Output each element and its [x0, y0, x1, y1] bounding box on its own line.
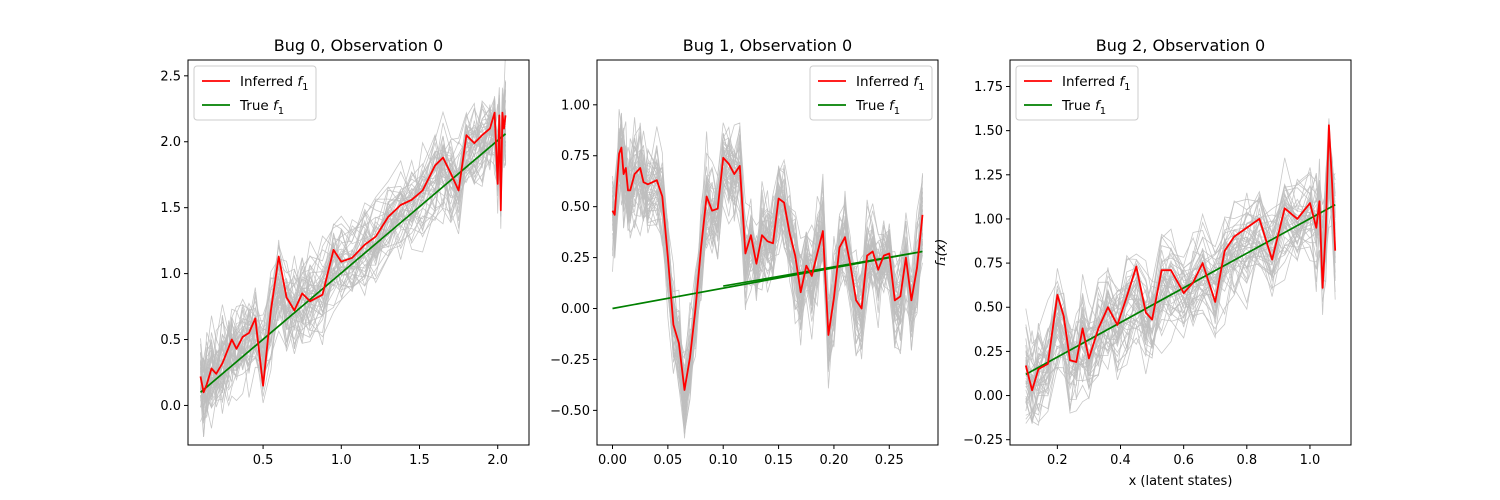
- posterior-sample-line: [1025, 126, 1336, 394]
- chart-title: Bug 0, Observation 0: [274, 36, 443, 55]
- x-tick-label: 0.15: [764, 453, 793, 468]
- inferred-f1-line: [199, 111, 507, 394]
- legend-label: True f1: [1061, 98, 1106, 117]
- panel-0: 0.5 1.0 1.5 2.0 0.0 0.5 1.0 1.5 2.0 2.5 Bug 0, Obs…: [160, 36, 530, 468]
- x-axis-label: x (latent states): [1129, 474, 1233, 489]
- legend-label: True f1: [855, 98, 900, 117]
- x-tick-label: 1.5: [409, 453, 430, 468]
- y-tick-label: 1.0: [160, 267, 181, 282]
- y-tick-label: −0.25: [963, 433, 1003, 448]
- posterior-sample-line: [200, 104, 506, 387]
- x-tick-label: 0.20: [819, 453, 848, 468]
- y-tick-label: 0.25: [974, 345, 1003, 360]
- x-tick-label: 0.8: [1236, 453, 1257, 468]
- legend: Inferred f1 True f1: [193, 65, 317, 121]
- legend: Inferred f1 True f1: [1015, 65, 1139, 121]
- y-tick-label: 0.0: [160, 399, 181, 414]
- x-tick-label: 0.4: [1110, 453, 1131, 468]
- posterior-sample-line: [612, 149, 923, 387]
- posterior-sample-line: [612, 134, 923, 381]
- y-tick-label: 0.00: [974, 389, 1003, 404]
- posterior-sample-line: [1025, 127, 1336, 374]
- legend-frame: [1015, 65, 1139, 121]
- y-tick-label: 1.50: [974, 124, 1003, 139]
- posterior-sample-line: [1025, 163, 1336, 401]
- y-tick-label: 0.75: [974, 257, 1003, 272]
- panel-1: 0.00 0.05 0.10 0.15 0.20 0.25 −0.50 −0.25 0.00 0.…: [550, 36, 939, 468]
- x-tick-label: 1.0: [331, 453, 352, 468]
- legend-frame: [809, 65, 933, 121]
- posterior-sample-line: [1025, 187, 1336, 382]
- y-tick-label: 2.5: [160, 69, 181, 84]
- legend-label: Inferred f1: [1062, 74, 1130, 93]
- posterior-sample-line: [200, 106, 506, 410]
- x-tick-label: 0.25: [875, 453, 904, 468]
- x-tick-label: 0.6: [1173, 453, 1194, 468]
- legend-label: True f1: [239, 98, 284, 117]
- x-tick-label: 0.00: [598, 453, 627, 468]
- posterior-sample-line: [1025, 165, 1336, 374]
- axes-frame: [187, 59, 530, 446]
- posterior-sample-line: [200, 110, 506, 392]
- y-tick-label: −0.50: [550, 404, 590, 419]
- x-tick-label: 0.05: [653, 453, 682, 468]
- posterior-sample-line: [612, 139, 923, 377]
- inferred-f1-line: [1024, 124, 1337, 392]
- posterior-sample-line: [1025, 133, 1336, 361]
- posterior-sample-line: [200, 111, 506, 421]
- y-tick-label: −0.25: [550, 353, 590, 368]
- y-tick-label: 1.00: [561, 98, 590, 113]
- y-tick-label: 1.5: [160, 201, 181, 216]
- posterior-sample-line: [1025, 224, 1336, 416]
- x-tick-label: 0.2: [1047, 453, 1068, 468]
- legend-frame: [193, 65, 317, 121]
- x-tick-label: 0.5: [253, 453, 274, 468]
- legend: Inferred f1 True f1: [809, 65, 933, 121]
- plot-area: [611, 109, 924, 439]
- x-tick-label: 1.0: [1300, 453, 1321, 468]
- posterior-sample-line: [200, 143, 506, 429]
- y-tick-label: 1.00: [974, 212, 1003, 227]
- y-tick-label: 0.50: [974, 301, 1003, 316]
- y-tick-label: 1.25: [974, 168, 1003, 183]
- true-f1-line: [199, 133, 507, 393]
- chart-title: Bug 2, Observation 0: [1096, 36, 1265, 55]
- posterior-sample-line: [200, 98, 506, 438]
- posterior-sample-line: [1025, 153, 1336, 398]
- x-tick-label: 0.10: [709, 453, 738, 468]
- posterior-sample-line: [200, 106, 506, 391]
- plot-area: [199, 60, 507, 438]
- y-tick-label: 0.50: [561, 200, 590, 215]
- panel-2: 0.2 0.4 0.6 0.8 1.0 −0.25 0.00 0.25 0.50 0.75 1.00…: [934, 36, 1352, 489]
- chart-title: Bug 1, Observation 0: [683, 36, 852, 55]
- inferred-f1-line: [611, 146, 924, 391]
- legend-label: Inferred f1: [240, 74, 308, 93]
- axes-frame: [596, 59, 939, 446]
- posterior-sample-line: [1025, 144, 1336, 366]
- posterior-sample-line: [1025, 136, 1336, 368]
- plot-area: [1024, 118, 1337, 426]
- y-tick-label: 0.5: [160, 333, 181, 348]
- y-tick-label: 1.75: [974, 80, 1003, 95]
- y-tick-label: 0.25: [561, 251, 590, 266]
- posterior-sample-line: [612, 156, 923, 409]
- true-f1-line: [1025, 204, 1336, 376]
- y-tick-label: 0.00: [561, 302, 590, 317]
- y-axis-label: f₁(x): [934, 239, 949, 267]
- x-tick-label: 2.0: [487, 453, 508, 468]
- legend-label: Inferred f1: [856, 74, 924, 93]
- axes-frame: [1009, 59, 1352, 446]
- true-f1-line: [612, 250, 923, 310]
- posterior-sample-line: [200, 107, 506, 378]
- y-tick-label: 2.0: [160, 135, 181, 150]
- y-tick-label: 0.75: [561, 149, 590, 164]
